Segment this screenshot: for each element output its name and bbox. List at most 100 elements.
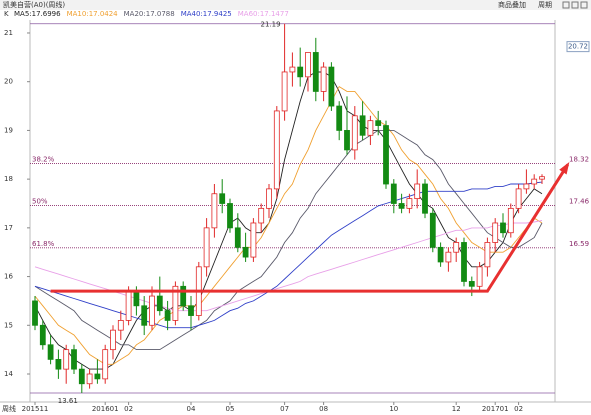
x-tick-label: 201701 [482,405,509,413]
candle-body [86,373,93,385]
candle-body [227,203,233,229]
level-label: 38.2% [32,156,55,164]
candle-body [367,120,374,136]
y-tick-label: 16 [4,273,13,281]
candle-body [289,66,296,73]
candle-body [461,242,467,282]
candle-body [258,207,265,224]
candle-body [94,373,101,380]
candle-body [531,178,538,185]
candle-body [63,349,70,370]
icon[interactable] [571,1,579,9]
candle-body [406,198,413,209]
x-tick-label: 07 [280,405,289,413]
ma-line [34,181,543,329]
legend-entry: MA60:17.1477 [238,10,289,18]
candle-body [312,52,319,92]
candle-body [188,305,194,316]
candle-body [336,105,343,131]
candle-body [359,115,366,136]
candle-body [515,188,522,209]
y-tick-label: 18 [4,175,13,183]
y-tick-label: 20 [4,78,13,86]
period-label: 周线 [2,404,16,413]
x-tick-label: 04 [187,405,196,413]
candle-body [383,125,389,185]
x-tick-label: 05 [226,405,235,413]
candle-body [125,290,132,321]
candle-body [437,246,444,263]
low-label: 13.61 [58,397,78,405]
candle-body [55,358,62,370]
ma-line [34,220,543,312]
candle-body [203,227,210,268]
candle-body [242,246,249,258]
candle-body [328,66,335,107]
x-tick-label: 201511 [22,405,49,413]
candle-body [297,66,304,78]
period-button[interactable]: 周期 [538,1,552,9]
candle-body [305,52,311,78]
candle-body [273,110,280,190]
icon[interactable] [580,1,588,9]
candle-body [468,281,475,287]
legend-entry: MA5:17.6996 [14,10,61,18]
trend-line [50,163,570,293]
candle-body [476,266,483,287]
legend: K MA5:17.6996 MA10:17.0424 MA20:17.0788 MA40… [4,10,289,18]
level-label: 50% [32,197,48,205]
overlay-button[interactable]: 商品叠加 [498,0,526,9]
candle-body [117,320,124,331]
candle-body [250,222,257,258]
candle-body [398,203,405,209]
candle-body [47,344,54,360]
y-tick-label: 17 [4,224,13,232]
candle-body [429,212,436,248]
candle-body [156,295,163,312]
y-tick-label: 21 [4,29,13,37]
price-box [566,41,590,53]
candle-body [78,368,85,385]
level-value: 18.32 [569,156,589,164]
x-tick-label: 10 [389,405,398,413]
icon[interactable] [562,1,570,9]
x-tick-label: 12 [452,405,461,413]
candle-body [102,349,109,380]
ma-line [34,85,543,365]
candle-body [211,193,218,229]
candle-body [281,71,288,112]
x-tick-label: 02 [514,405,523,413]
candle-body [390,183,397,204]
candle-body [344,130,350,151]
level-label: 61.8% [32,240,55,248]
candle-body [539,176,545,180]
y-tick-label: 14 [4,370,13,378]
candle-body [266,188,272,209]
candle-body [500,222,506,234]
candle-body [523,183,530,190]
window-icons [562,1,588,9]
high-label: 21.19 [261,21,281,29]
y-tick-label: 15 [4,321,13,329]
candle-body [414,183,421,200]
candle-body [492,222,499,243]
candle-body [375,120,382,126]
candle-body [149,295,155,326]
legend-entry: MA40:17.9425 [181,10,232,18]
candle-body [133,290,140,307]
candle-body [141,305,148,326]
candle-body [32,300,38,326]
y-tick-label: 19 [4,126,13,134]
candle-body [234,227,241,248]
candle-body [180,285,187,307]
candle-body [351,115,358,151]
legend-entry: MA10:17.0424 [67,10,119,18]
level-value: 16.59 [569,240,589,248]
candle-body [71,349,77,370]
candle-body [110,329,116,351]
candle-body [453,242,460,253]
trend-arrowhead [559,161,570,175]
price-box-label: 20.72 [568,43,588,51]
